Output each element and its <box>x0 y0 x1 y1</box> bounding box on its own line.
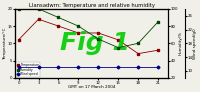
Text: Fig 1: Fig 1 <box>60 31 130 55</box>
Y-axis label: Temperature/°C: Temperature/°C <box>3 27 7 60</box>
X-axis label: GMT on 17 March 2004: GMT on 17 March 2004 <box>68 85 115 89</box>
Y-axis label: Wind speed/g0: Wind speed/g0 <box>193 28 197 59</box>
Title: Llansadwrn: Temperature and relative humidity: Llansadwrn: Temperature and relative hum… <box>29 3 155 8</box>
Y-axis label: Humidity/%: Humidity/% <box>179 31 183 55</box>
Legend: Temperature, Humidity, Wind speed: Temperature, Humidity, Wind speed <box>16 62 40 77</box>
